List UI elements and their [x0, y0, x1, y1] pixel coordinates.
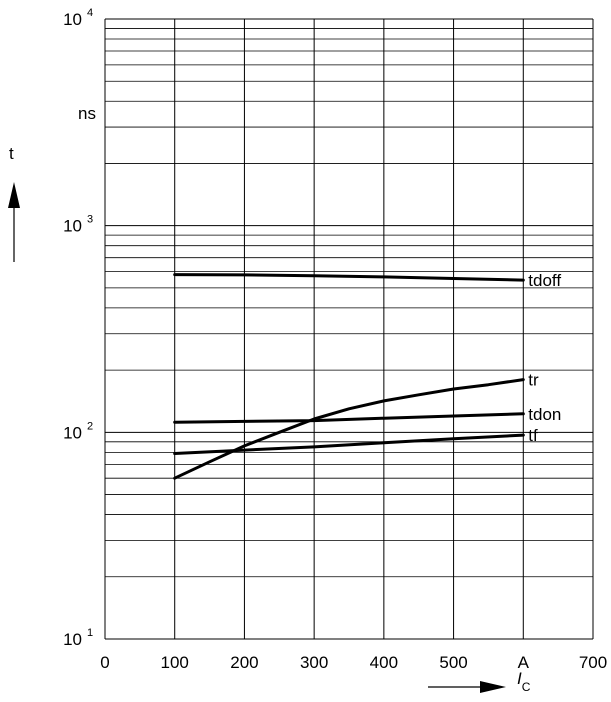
- y-tick-exponent: 2: [87, 420, 93, 432]
- x-tick-label: 200: [230, 653, 258, 672]
- x-axis-label-sub: C: [522, 680, 531, 694]
- x-axis-label-main: I: [517, 669, 522, 688]
- series-line-tr: [173, 378, 525, 480]
- series-line-tf: [173, 433, 525, 455]
- x-tick-label: 300: [300, 653, 328, 672]
- x-tick-label: 0: [100, 653, 109, 672]
- y-tick-label: 10: [63, 630, 82, 649]
- grid: [104, 18, 594, 640]
- x-tick-label: 700: [579, 653, 607, 672]
- y-unit-label: ns: [78, 104, 96, 123]
- series-label-tdoff: tdoff: [528, 271, 561, 290]
- x-tick-label: 400: [370, 653, 398, 672]
- x-axis-label: IC: [517, 669, 531, 694]
- y-axis-arrow: [8, 182, 20, 262]
- x-tick-label: 500: [439, 653, 467, 672]
- series-label-tr: tr: [528, 371, 539, 390]
- series-group: tdoff tr tdon tf: [173, 271, 561, 480]
- series-label-tf: tf: [528, 426, 538, 445]
- y-tick-exponent: 3: [87, 214, 93, 226]
- x-tick-label: 100: [161, 653, 189, 672]
- y-tick-label: 10: [63, 10, 82, 29]
- y-tick-label: 10: [63, 217, 82, 236]
- series-line-tdoff: [173, 273, 525, 282]
- series-label-tdon: tdon: [528, 405, 561, 424]
- x-tick-label: A: [518, 653, 530, 672]
- tick-labels: 0 100 200 300 400 500 A 700 10 1 10 2 10 3 10 4: [63, 7, 607, 672]
- y-tick-exponent: 4: [87, 7, 93, 19]
- series-line-tdon: [173, 412, 525, 424]
- y-axis-label: t: [9, 144, 14, 163]
- x-axis-arrow: [428, 681, 506, 693]
- y-tick-label: 10: [63, 423, 82, 442]
- y-tick-exponent: 1: [87, 627, 93, 639]
